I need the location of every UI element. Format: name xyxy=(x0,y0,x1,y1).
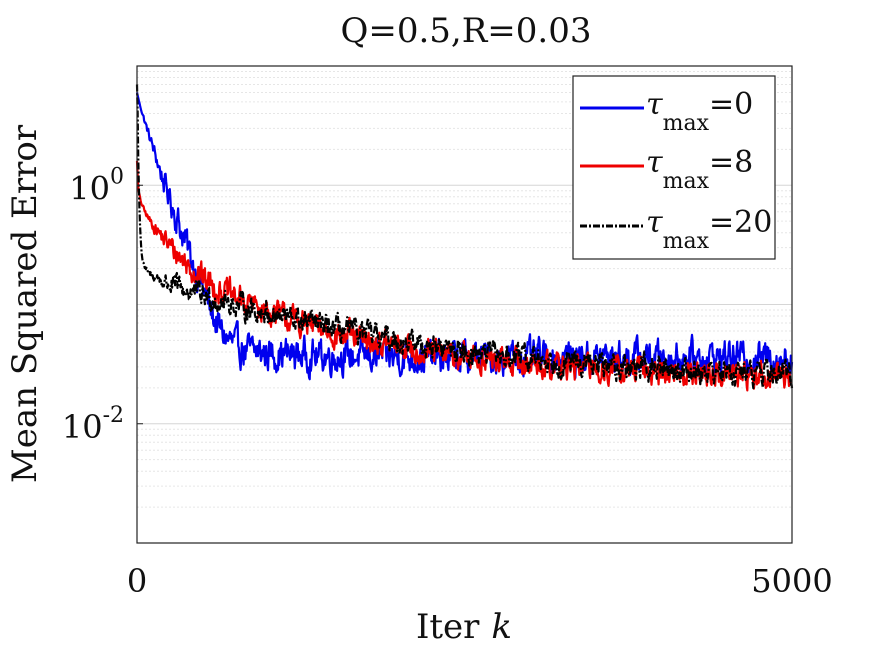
y-tick-label: 100 xyxy=(69,164,124,207)
plot-frame xyxy=(136,65,793,544)
legend-entry-0: τmax=0 xyxy=(646,87,753,136)
legend-entry-1: τmax=8 xyxy=(646,145,753,194)
y-tick-exponent: 0 xyxy=(110,164,124,189)
legend-suffix: =8 xyxy=(709,145,753,180)
x-tick-label: 0 xyxy=(127,562,147,600)
legend-symbol: τ xyxy=(646,87,663,122)
legend-subscript: max xyxy=(663,229,710,254)
legend-subscript: max xyxy=(663,111,710,136)
y-axis-label: Mean Squared Error xyxy=(5,124,45,483)
y-tick-base: 10 xyxy=(69,169,110,207)
x-axis-label-text: Iter xyxy=(416,607,480,647)
legend-subscript: max xyxy=(663,169,710,194)
series-lines xyxy=(135,84,794,392)
y-tick-exponent: -2 xyxy=(103,403,124,428)
series-line-2 xyxy=(135,84,794,390)
chart-title: Q=0.5,R=0.03 xyxy=(340,11,591,51)
y-tick-label: 10-2 xyxy=(62,403,124,446)
legend-suffix: =0 xyxy=(709,87,753,122)
x-axis-label: Iter k xyxy=(416,607,512,647)
legend-symbol: τ xyxy=(646,205,663,240)
x-tick-label: 5000 xyxy=(751,562,832,600)
legend-suffix: =20 xyxy=(709,205,772,240)
legend-symbol: τ xyxy=(646,145,663,180)
y-tick-base: 10 xyxy=(62,408,103,446)
legend-entry-2: τmax=20 xyxy=(646,205,772,254)
x-axis-label-var: k xyxy=(491,607,512,647)
